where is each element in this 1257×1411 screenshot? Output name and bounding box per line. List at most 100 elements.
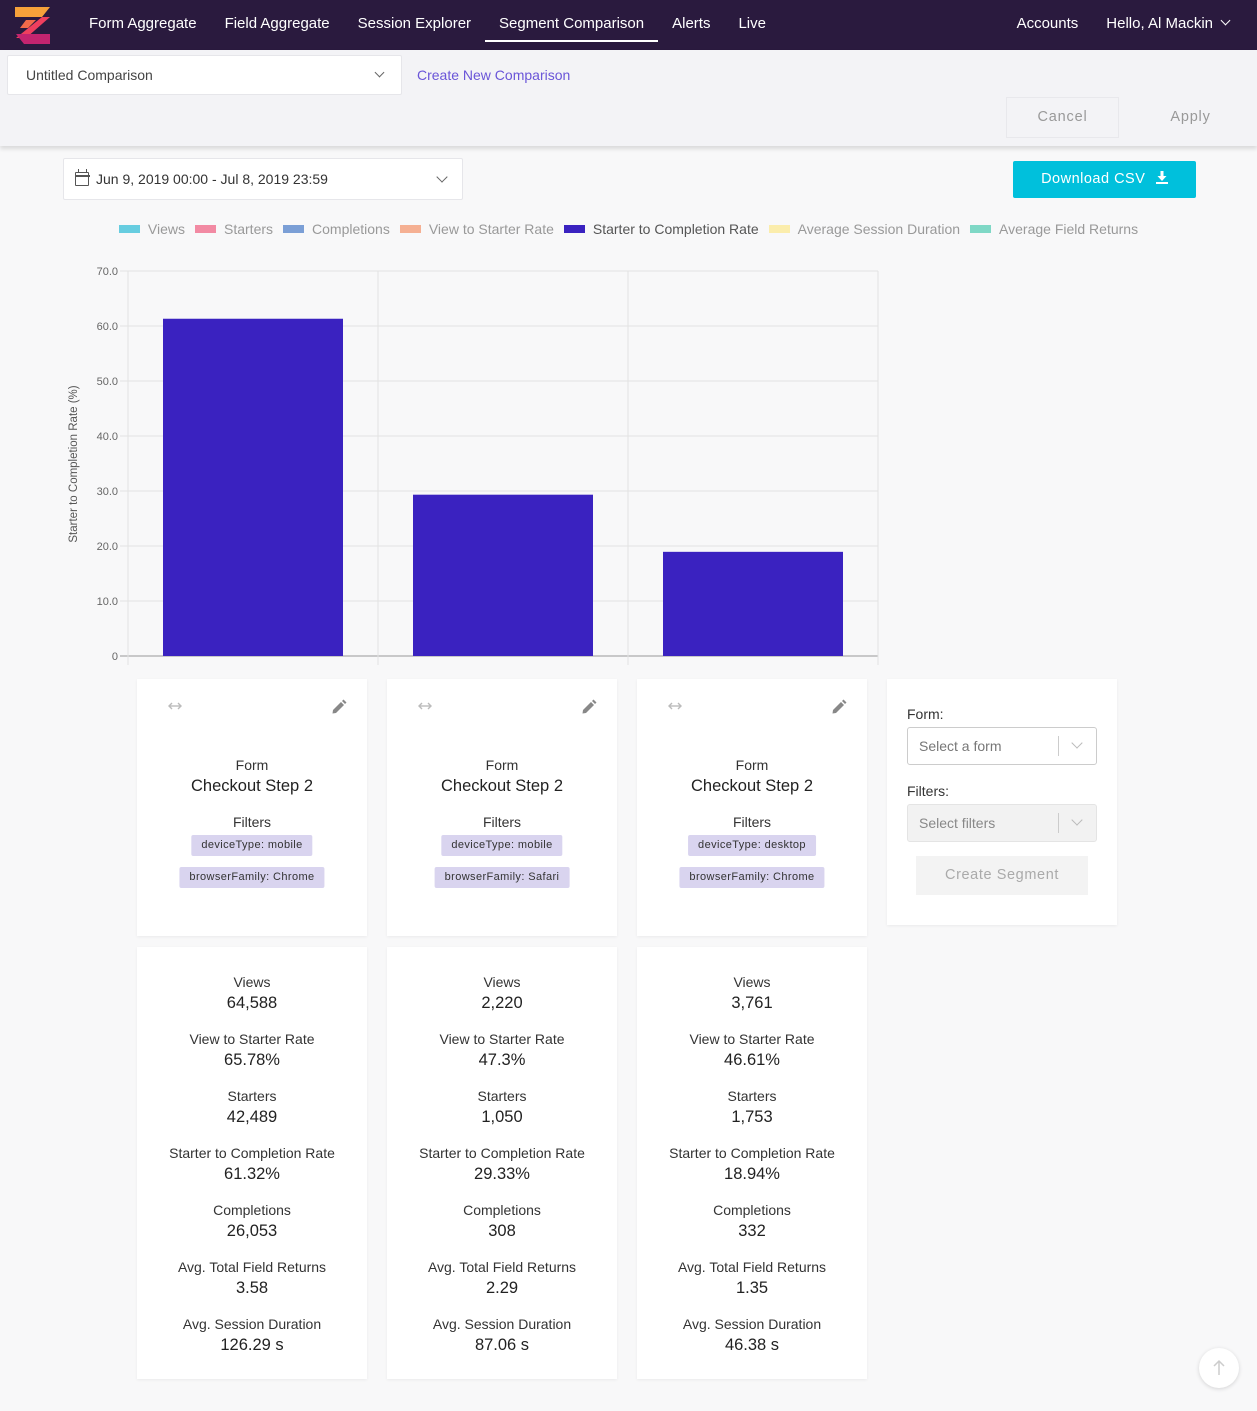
stat-label: Completions (713, 1202, 791, 1218)
arrow-up-icon (1213, 1359, 1225, 1375)
stat-value: 332 (738, 1222, 766, 1240)
stat-value: 47.3% (478, 1051, 526, 1069)
filters-select-placeholder: Select filters (919, 815, 996, 831)
legend-item-average-field-returns[interactable]: Average Field Returns (970, 221, 1138, 237)
create-segment-panel: Form: Select a form Filters: Select filt… (887, 679, 1117, 925)
scroll-to-top-button[interactable] (1199, 1348, 1239, 1388)
nav-item-segment-comparison[interactable]: Segment Comparison (485, 0, 659, 50)
nav-right: Accounts Hello, Al Mackin (1003, 0, 1243, 50)
stat-value: 29.33% (474, 1165, 530, 1183)
filter-tag: browserFamily: Safari (434, 867, 570, 888)
pencil-icon[interactable] (830, 698, 848, 716)
select-separator (1058, 813, 1059, 833)
stat-value: 46.61% (724, 1051, 780, 1069)
drag-handle-icon[interactable] (666, 700, 684, 712)
legend-label: Average Session Duration (797, 221, 961, 237)
legend-swatch (399, 225, 421, 233)
bar-3[interactable] (663, 551, 843, 656)
nav-item-alerts[interactable]: Alerts (672, 15, 711, 32)
stat-label: Starters (727, 1088, 777, 1104)
filter-tag: deviceType: mobile (441, 835, 563, 856)
bar-1[interactable] (163, 318, 343, 656)
segment-stats-card-2: Views 2,220 View to Starter Rate 47.3% Start… (387, 947, 617, 1379)
legend-swatch (195, 225, 216, 233)
chevron-down-icon (374, 67, 385, 78)
bar-2[interactable] (413, 494, 593, 656)
legend-item-average-session-duration[interactable]: Average Session Duration (768, 221, 961, 237)
nav-item-session-explorer[interactable]: Session Explorer (357, 15, 472, 32)
nav-item-form-aggregate[interactable]: Form Aggregate (89, 15, 197, 32)
legend-label: Starter to Completion Rate (592, 221, 759, 237)
y-tick-label: 20.0 (97, 541, 118, 553)
stat-value: 3.58 (235, 1279, 269, 1297)
legend-swatch (563, 225, 585, 233)
stat-label: Starters (227, 1088, 277, 1104)
stat-label: Completions (213, 1202, 291, 1218)
legend-item-starter-to-completion-rate[interactable]: Starter to Completion Rate (563, 221, 759, 237)
stat-label: Views (233, 974, 271, 990)
apply-button[interactable]: Apply (1134, 97, 1247, 138)
nav-item-field-aggregate[interactable]: Field Aggregate (224, 15, 330, 32)
stat-label: Starter to Completion Rate (419, 1145, 585, 1161)
stat-value: 61.32% (224, 1165, 280, 1183)
legend-swatch (768, 225, 790, 233)
zuko-logo[interactable] (12, 4, 54, 46)
comparison-toolbar: Untitled Comparison Create New Compariso… (0, 50, 1257, 146)
legend-swatch (283, 225, 305, 233)
stat-value: 2,220 (481, 994, 523, 1012)
stat-label: Starter to Completion Rate (669, 1145, 835, 1161)
segment-card-2: Form Checkout Step 2 Filters deviceType: mo… (387, 679, 617, 936)
cancel-button[interactable]: Cancel (1006, 97, 1119, 138)
stat-value: 308 (488, 1222, 516, 1240)
stat-label: Completions (463, 1202, 541, 1218)
chevron-down-icon (1220, 15, 1231, 26)
pencil-icon[interactable] (330, 698, 348, 716)
stat-value: 65.78% (224, 1051, 280, 1069)
filters-label: Filters (232, 814, 272, 830)
drag-handle-icon[interactable] (166, 700, 184, 712)
legend-item-views[interactable]: Views (118, 221, 185, 237)
chart-legend: Views Starters Completions View to Starter … (0, 220, 1257, 238)
filter-tag: deviceType: mobile (191, 835, 313, 856)
stat-value: 2.29 (485, 1279, 519, 1297)
create-new-comparison-link[interactable]: Create New Comparison (417, 67, 571, 83)
segment-comparison-chart: Starter to Completion Rate (%) 0 10.0 20.0… (68, 266, 879, 665)
stat-label: Avg. Total Field Returns (177, 1259, 327, 1275)
download-csv-button[interactable]: Download CSV (1013, 161, 1196, 198)
filters-select[interactable]: Select filters (907, 804, 1097, 842)
y-tick-label: 60.0 (97, 321, 118, 333)
form-select[interactable]: Select a form (907, 727, 1097, 765)
legend-label: Completions (312, 221, 390, 237)
stat-label: Avg. Session Duration (432, 1316, 572, 1332)
accounts-link[interactable]: Accounts (1016, 15, 1079, 32)
create-segment-button[interactable]: Create Segment (916, 856, 1088, 895)
drag-handle-icon[interactable] (416, 700, 434, 712)
form-label: Form (485, 757, 519, 773)
segment-stats-card-3: Views 3,761 View to Starter Rate 46.61% Star… (637, 947, 867, 1379)
comparison-select[interactable]: Untitled Comparison (7, 55, 402, 95)
stat-label: Avg. Total Field Returns (427, 1259, 577, 1275)
main-nav: Form Aggregate Field Aggregate Session Exp… (75, 0, 780, 50)
form-label: Form (735, 757, 769, 773)
stat-label: Avg. Total Field Returns (677, 1259, 827, 1275)
download-icon (1155, 171, 1168, 184)
nav-item-live[interactable]: Live (738, 15, 766, 32)
stat-label: View to Starter Rate (189, 1031, 315, 1047)
filter-tag: browserFamily: Chrome (179, 867, 325, 888)
pencil-icon[interactable] (580, 698, 598, 716)
filter-tag: browserFamily: Chrome (679, 867, 825, 888)
y-tick-label: 0 (112, 651, 118, 663)
select-separator (1058, 736, 1059, 756)
legend-item-view-to-starter-rate[interactable]: View to Starter Rate (399, 221, 554, 237)
y-tick-label: 40.0 (97, 431, 118, 443)
user-menu[interactable]: Hello, Al Mackin (1092, 0, 1243, 50)
stat-label: Avg. Session Duration (182, 1316, 322, 1332)
legend-item-completions[interactable]: Completions (283, 221, 390, 237)
date-range-value: Jun 9, 2019 00:00 - Jul 8, 2019 23:59 (96, 171, 328, 187)
stat-label: View to Starter Rate (439, 1031, 565, 1047)
user-greeting: Hello, Al Mackin (1106, 15, 1213, 32)
date-range-picker[interactable]: Jun 9, 2019 00:00 - Jul 8, 2019 23:59 (63, 158, 463, 200)
y-tick-label: 50.0 (97, 376, 118, 388)
legend-item-starters[interactable]: Starters (195, 221, 273, 237)
y-axis-title: Starter to Completion Rate (%) (68, 385, 80, 542)
